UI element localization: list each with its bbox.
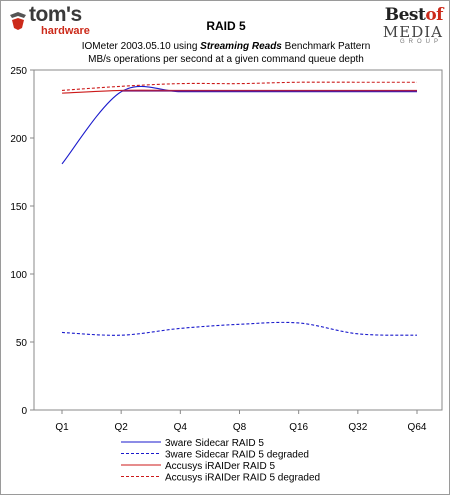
x-tick-label: Q4 bbox=[174, 422, 188, 433]
chart-subtitle: IOMeter 2003.05.10 using Streaming Reads… bbox=[61, 40, 391, 53]
x-tick-label: Q16 bbox=[289, 422, 308, 433]
subtitle-post: Benchmark Pattern bbox=[281, 41, 371, 52]
y-tick-label: 250 bbox=[10, 66, 27, 77]
legend-accusys-raid5-label: Accusys iRAIDer RAID 5 bbox=[165, 461, 275, 472]
subtitle-emph: Streaming Reads bbox=[200, 41, 282, 52]
y-tick-label: 50 bbox=[16, 338, 28, 349]
legend-3ware-raid5-label: 3ware Sidecar RAID 5 bbox=[165, 438, 264, 449]
toms-sub: hardware bbox=[41, 25, 90, 37]
x-tick-label: Q2 bbox=[114, 422, 128, 433]
bom-best: Bestof bbox=[371, 5, 444, 25]
best-of-media-logo: Bestof MEDIA GROUP bbox=[371, 5, 444, 49]
plot-area bbox=[33, 69, 443, 411]
subtitle-pre: IOMeter 2003.05.10 using bbox=[81, 41, 201, 52]
toms-logo-mark-icon bbox=[10, 12, 26, 30]
chart-subtitle-line2: MB/s operations per second at a given co… bbox=[88, 54, 364, 65]
x-tick-label: Q1 bbox=[55, 422, 69, 433]
line-accusys-raid5-degraded bbox=[61, 81, 417, 91]
chart-header: RAID 5 IOMeter 2003.05.10 using Streamin… bbox=[61, 19, 391, 66]
x-tick-label: Q8 bbox=[233, 422, 247, 433]
legend-3ware-raid5-degraded-label: 3ware Sidecar RAID 5 degraded bbox=[165, 450, 309, 461]
bom-group: GROUP bbox=[399, 39, 442, 45]
y-tick-label: 0 bbox=[21, 406, 27, 417]
legend-accusys-raid5-degraded-label: Accusys iRAIDer RAID 5 degraded bbox=[165, 473, 320, 484]
x-tick-label: Q64 bbox=[408, 422, 427, 433]
y-tick-label: 150 bbox=[10, 202, 27, 213]
toms-wordmark: tom's bbox=[29, 3, 82, 26]
line-3ware-raid5-degraded bbox=[61, 321, 418, 336]
x-tick-label: Q32 bbox=[348, 422, 367, 433]
line-3ware-raid5 bbox=[61, 85, 417, 165]
y-tick-label: 200 bbox=[10, 134, 27, 145]
bom-of-word: of bbox=[425, 5, 443, 25]
toms-hardware-logo: tom's hardware bbox=[5, 3, 97, 39]
bom-best-word: Best bbox=[384, 5, 426, 25]
chart-series bbox=[61, 81, 418, 336]
line-accusys-raid5 bbox=[61, 89, 417, 94]
bom-media: MEDIA bbox=[382, 23, 443, 41]
chart-axes: 0 50 100 150 200 250 Q1 Q2 Q4 Q8 Q16 Q32 Q64 bbox=[10, 66, 443, 433]
chart-title: RAID 5 bbox=[206, 19, 246, 33]
y-tick-label: 100 bbox=[10, 270, 27, 281]
